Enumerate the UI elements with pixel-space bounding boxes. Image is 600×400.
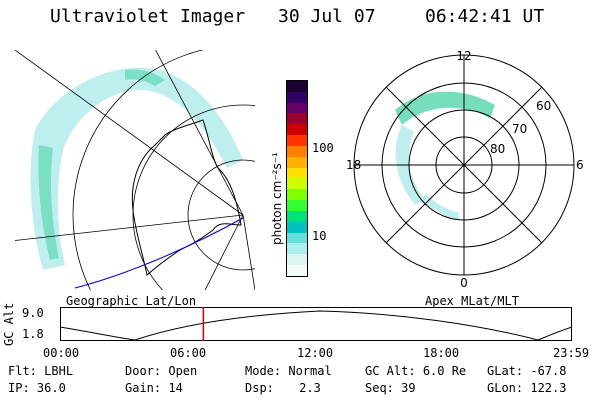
status-seq: Seq: 39 (365, 381, 416, 395)
polar-aurora-region (395, 91, 495, 125)
colorbar-swatch (287, 200, 307, 211)
colorbar-swatch (287, 167, 307, 179)
colorbar-swatch (287, 124, 307, 136)
status-gc-alt: GC Alt: 6.0 Re (365, 364, 467, 378)
status-flt: Flt: LBHL (8, 364, 74, 378)
coastline (131, 119, 242, 276)
status-ip: IP: 36.0 (8, 381, 66, 395)
colorbar-swatch (287, 81, 307, 92)
altitude-tick-9: 9.0 (22, 306, 44, 320)
altitude-axis-label: GC Alt (2, 302, 16, 346)
apex-caption: Apex MLat/MLT (425, 294, 519, 308)
polar-mlt-plot: 12 18 6 0 60 70 80 (346, 50, 584, 290)
colorbar-tick-10: 10 (312, 229, 327, 243)
colorbar-swatch (287, 232, 307, 244)
colorbar-swatch (287, 102, 307, 114)
altitude-plot-frame (60, 307, 572, 341)
auroral-oval-region (30, 67, 243, 270)
colorbar-swatch (287, 254, 307, 266)
mlt-label-18: 18 (346, 158, 361, 172)
geo-grid (15, 50, 255, 290)
geographic-caption: Geographic Lat/Lon (66, 294, 197, 308)
time-tick-0000: 00:00 (43, 346, 80, 360)
altitude-tick-1-8: 1.8 (22, 327, 44, 341)
colorbar-swatch (287, 135, 307, 146)
mlat-label-80: 80 (490, 142, 505, 156)
terminator-line (74, 217, 244, 289)
colorbar-swatch (287, 243, 307, 255)
status-door: Door: Open (125, 364, 198, 378)
colorbar (286, 80, 308, 277)
mlt-label-12: 12 (456, 50, 471, 63)
time-tick-1800: 18:00 (423, 346, 460, 360)
time-tick-2359: 23:59 (553, 346, 590, 360)
colorbar-swatch (287, 210, 307, 222)
colorbar-swatch (287, 156, 307, 168)
colorbar-tick-100: 100 (312, 141, 334, 155)
colorbar-swatch (287, 145, 307, 157)
polar-grid (354, 55, 574, 275)
status-glat: GLat: -67.8 (487, 364, 567, 378)
status-mode: Mode: Normal (245, 364, 332, 378)
altitude-curve (60, 310, 572, 341)
status-gain: Gain: 14 (125, 381, 183, 395)
mlat-label-70: 70 (512, 122, 527, 136)
auroral-bright-region (125, 69, 165, 86)
time-tick-1200: 12:00 (297, 346, 334, 360)
colorbar-swatch (287, 189, 307, 201)
status-glon: GLon: 122.3 (487, 381, 567, 395)
time-tick-0600: 06:00 (170, 346, 207, 360)
instrument-title: Ultraviolet Imager (50, 6, 246, 27)
mlt-label-6: 6 (576, 158, 584, 172)
geographic-image-panel (15, 50, 255, 290)
polar-aurora-region (420, 194, 460, 220)
time-label: 06:42:41 UT (425, 6, 545, 27)
status-dsp: Dsp: 2.3 (245, 381, 321, 395)
altitude-plot (60, 307, 572, 341)
colorbar-swatch (287, 265, 307, 276)
colorbar-swatch (287, 221, 307, 233)
colorbar-swatch (287, 113, 307, 125)
mlat-label-60: 60 (536, 99, 551, 113)
colorbar-swatch (287, 91, 307, 103)
colorbar-swatch (287, 178, 307, 190)
mlt-label-0: 0 (460, 276, 468, 290)
auroral-bright-region (38, 145, 59, 260)
polar-aurora-region (395, 125, 425, 205)
colorbar-unit-label: photon cm⁻²s⁻¹ (270, 152, 284, 245)
date-label: 30 Jul 07 (278, 6, 376, 27)
